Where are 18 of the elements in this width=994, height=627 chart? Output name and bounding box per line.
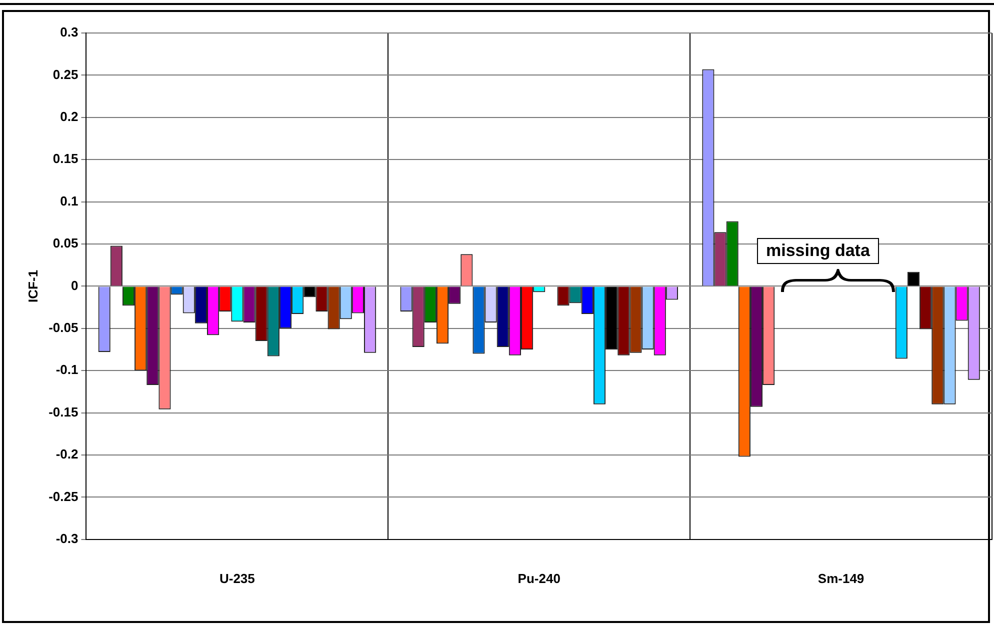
y-tick-label: 0.2 (60, 108, 78, 124)
y-tick-label: 0 (70, 278, 78, 293)
y-tick-label: 0.15 (52, 151, 78, 166)
y-tick-label: -0.1 (56, 362, 78, 378)
y-tick-label: -0.15 (48, 404, 78, 420)
y-tick-label: 0.1 (60, 193, 78, 208)
y-tick-label: -0.2 (56, 446, 78, 462)
y-tick-label: -0.25 (48, 488, 78, 504)
x-tick-label: Pu-240 (518, 570, 560, 586)
x-tick-label: Sm-149 (818, 570, 864, 586)
x-tick-label: U-235 (219, 570, 255, 586)
y-tick-label: 0.05 (52, 236, 78, 251)
y-tick-label: 0.25 (52, 66, 78, 82)
y-tick-label: -0.3 (56, 530, 78, 546)
y-axis-title: ICF-1 (25, 270, 40, 302)
y-tick-label: -0.05 (48, 320, 78, 335)
annotation: missing data (757, 238, 879, 264)
y-tick-label: 0.3 (60, 24, 78, 40)
